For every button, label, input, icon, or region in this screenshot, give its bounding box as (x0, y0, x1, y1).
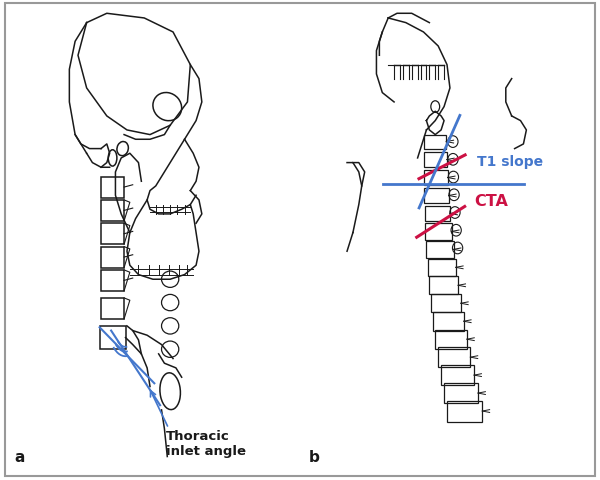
Bar (426, 241, 454, 258)
Bar (425, 206, 450, 222)
Bar (101, 270, 124, 291)
Bar (424, 171, 448, 186)
Bar (424, 188, 449, 204)
Bar (447, 401, 482, 421)
Bar (435, 330, 467, 349)
Bar (431, 295, 461, 312)
Text: CTA: CTA (474, 193, 508, 208)
Bar (100, 326, 125, 349)
Bar (101, 247, 124, 268)
Bar (438, 348, 470, 367)
Bar (424, 153, 447, 168)
Bar (101, 201, 124, 221)
Bar (433, 312, 464, 331)
Bar (101, 177, 124, 198)
Bar (101, 224, 124, 245)
Text: b: b (309, 449, 320, 464)
Bar (425, 224, 452, 240)
Bar (101, 298, 124, 319)
Bar (440, 365, 474, 385)
Bar (443, 383, 478, 404)
Text: a: a (14, 449, 25, 464)
Bar (424, 135, 446, 149)
Bar (429, 277, 458, 295)
Text: T1 slope: T1 slope (477, 155, 543, 169)
Text: Thoracic
inlet angle: Thoracic inlet angle (166, 429, 246, 456)
Bar (428, 259, 456, 276)
